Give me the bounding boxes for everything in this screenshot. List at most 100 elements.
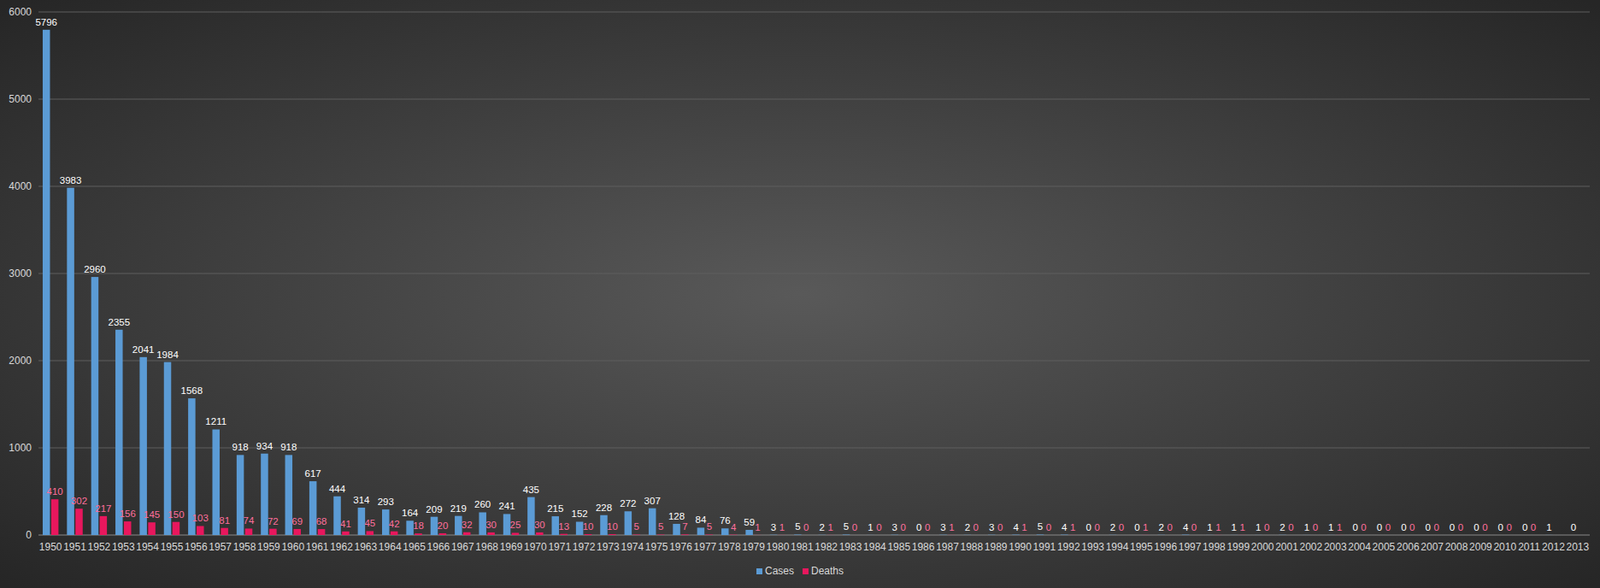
x-tick-label: 1953 <box>111 541 136 553</box>
data-label: 5 <box>1037 521 1043 532</box>
x-tick-label: 1954 <box>135 541 159 553</box>
legend-swatch <box>802 568 809 575</box>
bar <box>1376 535 1384 536</box>
x-tick-label: 1967 <box>451 541 475 553</box>
bar <box>770 534 778 536</box>
bar <box>826 534 835 536</box>
x-tick-label: 1992 <box>1057 541 1081 553</box>
data-label: 0 <box>900 522 906 533</box>
x-tick-label: 1964 <box>378 541 402 553</box>
x-tick-label: 1963 <box>354 541 378 553</box>
data-label: 0 <box>1473 522 1479 533</box>
data-label: 617 <box>305 468 322 479</box>
bar <box>147 522 156 536</box>
bar <box>1570 535 1578 536</box>
data-label: 0 <box>1385 522 1391 533</box>
bar <box>657 534 665 536</box>
data-label: 0 <box>1400 522 1406 533</box>
bar <box>1141 534 1150 536</box>
x-tick-label: 1966 <box>427 541 451 553</box>
x-tick-label: 1950 <box>39 541 63 553</box>
bar <box>851 535 859 536</box>
data-label: 215 <box>547 503 564 514</box>
bar <box>1545 534 1553 536</box>
bar <box>293 529 301 536</box>
legend-label: Cases <box>764 564 795 577</box>
data-label: 59 <box>743 517 755 528</box>
x-tick-label: 1978 <box>717 541 742 553</box>
data-label: 74 <box>243 515 255 526</box>
bar <box>172 522 181 536</box>
data-label: 10 <box>606 521 618 532</box>
bar <box>1359 535 1368 536</box>
bar <box>75 508 83 536</box>
bar <box>875 535 883 536</box>
bar <box>1481 535 1489 536</box>
background <box>0 0 1600 588</box>
bar <box>1133 535 1142 536</box>
grid-line <box>38 99 1590 100</box>
bar <box>947 534 956 536</box>
x-tick-label: 1955 <box>160 541 184 553</box>
x-tick-label: 1988 <box>959 541 983 553</box>
x-tick-label: 1996 <box>1153 541 1177 553</box>
data-label: 0 <box>1506 522 1512 533</box>
bar <box>1408 535 1417 536</box>
data-label: 0 <box>1134 522 1140 533</box>
data-label: 410 <box>47 486 64 497</box>
data-label: 0 <box>924 522 930 533</box>
data-label: 1 <box>1255 522 1261 533</box>
bar <box>1351 535 1359 536</box>
data-label: 45 <box>364 517 376 529</box>
legend-item: Cases <box>756 564 795 577</box>
bar <box>721 528 730 536</box>
x-tick-label: 1990 <box>1008 541 1032 553</box>
data-label: 3983 <box>59 175 83 186</box>
bar <box>1263 535 1271 536</box>
data-label: 260 <box>474 499 491 510</box>
x-tick-label: 1974 <box>620 541 644 553</box>
data-label: 0 <box>1094 522 1100 533</box>
bar <box>1214 534 1223 536</box>
bar <box>535 532 544 536</box>
grid-line <box>38 273 1590 275</box>
bar <box>972 535 981 536</box>
data-label: 20 <box>436 520 448 531</box>
bar <box>439 533 448 536</box>
x-tick-label: 1975 <box>645 541 669 553</box>
bar <box>366 530 375 536</box>
bar <box>1497 535 1506 536</box>
data-label: 5 <box>843 521 849 532</box>
x-tick-label: 1998 <box>1202 541 1226 553</box>
bar <box>745 529 753 536</box>
bar <box>1303 534 1312 536</box>
data-label: 0 <box>1264 522 1270 533</box>
data-label: 1 <box>1206 522 1212 533</box>
bar <box>1472 535 1481 536</box>
bar <box>139 357 148 536</box>
bar <box>1505 535 1513 536</box>
data-label: 918 <box>231 441 248 453</box>
bar <box>681 534 689 536</box>
data-label: 0 <box>852 522 858 533</box>
x-tick-label: 2002 <box>1300 541 1324 553</box>
data-label: 1211 <box>205 416 227 427</box>
bar <box>996 535 1005 536</box>
data-label: 0 <box>916 522 922 533</box>
x-tick-label: 1956 <box>184 541 208 553</box>
x-tick-label: 1969 <box>500 541 524 553</box>
data-label: 0 <box>1498 522 1504 533</box>
data-label: 152 <box>571 508 589 519</box>
bar <box>115 329 124 536</box>
data-label: 4 <box>730 522 737 533</box>
data-label: 0 <box>1085 522 1091 533</box>
x-tick-label: 1981 <box>790 541 814 553</box>
data-label: 76 <box>719 515 731 526</box>
bar <box>753 534 762 536</box>
data-label: 1 <box>1304 522 1310 533</box>
x-tick-label: 1991 <box>1033 541 1057 553</box>
data-label: 13 <box>558 521 570 532</box>
bar <box>817 534 826 536</box>
data-label: 72 <box>267 516 279 527</box>
x-tick-label: 1976 <box>669 541 693 553</box>
